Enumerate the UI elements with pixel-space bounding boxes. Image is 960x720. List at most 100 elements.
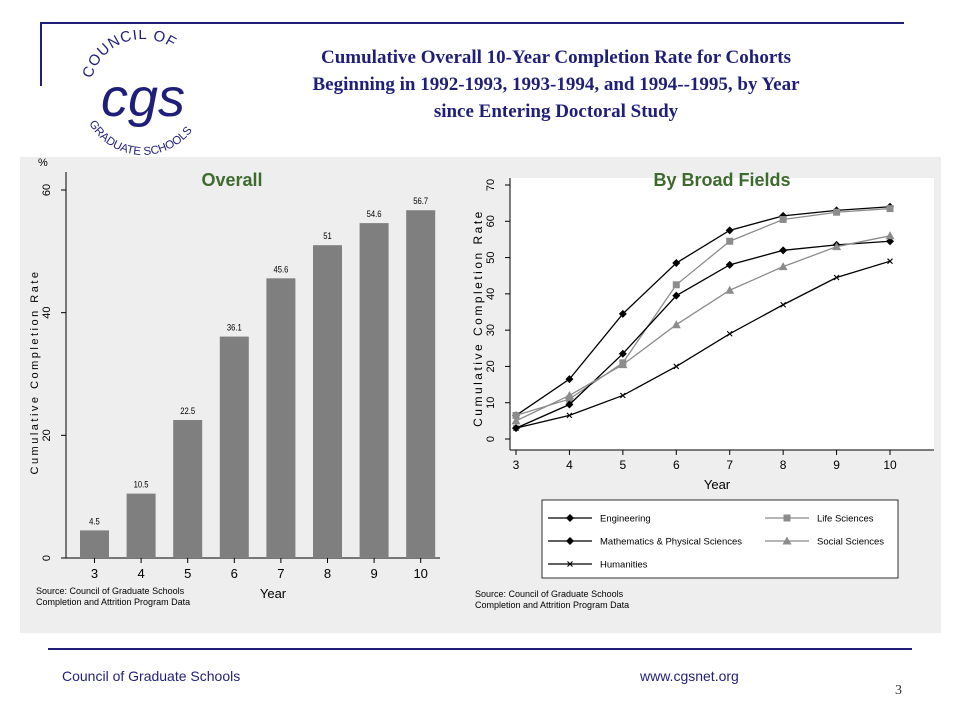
line-y-tick-label: 0 — [485, 436, 497, 442]
left-rule — [40, 22, 42, 86]
line-y-tick-label: 40 — [485, 288, 497, 300]
point-mathematics-physical-sciences — [779, 246, 788, 255]
series-line-engineering — [515, 206, 891, 416]
bar-y-tick-label: 0 — [41, 555, 53, 561]
series-line-life-sciences — [515, 207, 891, 417]
bar-x-tick-label: 9 — [370, 566, 377, 581]
line-y-tick-label: 50 — [485, 251, 497, 263]
footer-url[interactable]: www.cgsnet.org — [640, 668, 739, 684]
point-life-sciences — [672, 281, 680, 289]
bottom-rule — [48, 648, 912, 650]
legend-label-social-sciences: Social Sciences — [817, 537, 884, 548]
legend-marker-engineering — [566, 514, 574, 522]
legend-label-engineering: Engineering — [600, 514, 651, 525]
bar-value-label: 54.6 — [367, 208, 382, 219]
legend-marker-humanities — [567, 561, 573, 567]
point-life-sciences — [779, 215, 787, 223]
point-social-sciences — [564, 390, 574, 399]
point-humanities — [619, 392, 626, 399]
point-social-sciences — [778, 262, 788, 271]
point-humanities — [887, 258, 893, 265]
bar-value-label: 51 — [323, 231, 332, 242]
bar-value-label: 4.5 — [89, 516, 100, 527]
bar-unit-label: % — [38, 157, 48, 169]
title-line-3: since Entering Doctoral Study — [433, 101, 679, 122]
legend-marker-mathematics-physical-sciences — [566, 537, 574, 545]
series-line-mathematics-physical-sciences — [515, 240, 891, 429]
top-rule — [40, 22, 904, 24]
line-y-tick-label: 30 — [485, 324, 497, 336]
point-engineering — [618, 309, 627, 318]
line-source-line-2: Completion and Attrition Program Data — [475, 600, 629, 610]
line-x-tick-label: 3 — [513, 458, 520, 472]
bar-source-line-1: Source: Council of Graduate Schools — [36, 586, 185, 596]
bar-value-label: 22.5 — [180, 405, 195, 416]
line-y-tick-label: 20 — [485, 360, 497, 372]
bar-x-axis-label: Year — [260, 586, 287, 601]
point-humanities — [833, 274, 840, 281]
point-mathematics-physical-sciences — [565, 400, 574, 409]
title-line-1: Cumulative Overall 10-Year Completion Ra… — [320, 47, 791, 68]
bar-4 — [126, 493, 156, 558]
slide-title: Cumulative Overall 10-Year Completion Ra… — [240, 44, 872, 125]
legend-marker-life-sciences — [783, 514, 791, 522]
bar-5 — [173, 420, 203, 558]
point-humanities — [780, 301, 787, 308]
bar-value-label: 36.1 — [227, 322, 242, 333]
title-line-2: Beginning in 1992-1993, 1993-1994, and 1… — [312, 74, 800, 95]
point-life-sciences — [726, 237, 734, 245]
legend-box — [541, 499, 899, 579]
series-line-social-sciences — [515, 235, 891, 422]
bar-6 — [219, 336, 249, 558]
logo-monogram: cgs — [101, 68, 185, 128]
point-life-sciences — [833, 208, 841, 216]
point-mathematics-physical-sciences — [725, 260, 734, 269]
point-life-sciences — [512, 411, 520, 419]
bar-8 — [313, 245, 342, 558]
bar-source-line-2: Completion and Attrition Program Data — [36, 597, 190, 607]
point-engineering — [672, 259, 681, 268]
line-y-tick-label: 70 — [485, 179, 497, 191]
bar-x-tick-label: 10 — [413, 566, 427, 581]
bar-y-tick-label: 20 — [41, 429, 53, 441]
point-humanities — [566, 412, 573, 419]
bar-x-tick-label: 5 — [184, 566, 191, 581]
point-social-sciences — [618, 360, 628, 369]
point-humanities — [726, 330, 733, 337]
line-x-tick-label: 9 — [833, 458, 840, 472]
legend-label-humanities: Humanities — [600, 560, 648, 571]
bar-x-tick-label: 6 — [231, 566, 238, 581]
point-humanities — [513, 425, 519, 432]
point-social-sciences — [885, 231, 895, 240]
line-x-tick-label: 7 — [726, 458, 733, 472]
bar-x-tick-label: 4 — [137, 566, 144, 581]
point-social-sciences — [511, 416, 521, 425]
line-x-tick-label: 10 — [883, 458, 897, 472]
bar-x-tick-label: 7 — [277, 566, 284, 581]
line-y-axis-label: Cumulative Completion Rate — [471, 209, 485, 427]
page-number: 3 — [895, 683, 902, 698]
bar-7 — [266, 278, 296, 558]
bar-value-label: 56.7 — [413, 196, 428, 207]
line-plot-background — [510, 178, 934, 450]
bar-value-label: 10.5 — [134, 479, 149, 490]
cgs-logo: COUNCIL OF cgs GRADUATE SCHOOLS — [79, 30, 195, 158]
point-social-sciences — [832, 242, 842, 251]
footer-org: Council of Graduate Schools — [62, 668, 241, 684]
line-x-tick-label: 5 — [620, 458, 627, 472]
point-mathematics-physical-sciences — [618, 349, 627, 358]
line-y-tick-label: 10 — [485, 397, 497, 409]
bar-x-tick-label: 8 — [324, 566, 331, 581]
point-social-sciences — [671, 320, 681, 329]
line-y-tick-label: 60 — [485, 215, 497, 227]
bar-3 — [80, 530, 109, 558]
point-engineering — [725, 226, 734, 235]
line-chart-title: By Broad Fields — [653, 170, 790, 190]
line-x-tick-label: 8 — [780, 458, 787, 472]
bar-chart-title: Overall — [201, 170, 262, 190]
bar-y-tick-label: 60 — [41, 184, 53, 196]
bar-9 — [359, 223, 389, 558]
point-life-sciences — [886, 205, 894, 213]
bar-10 — [406, 210, 436, 559]
